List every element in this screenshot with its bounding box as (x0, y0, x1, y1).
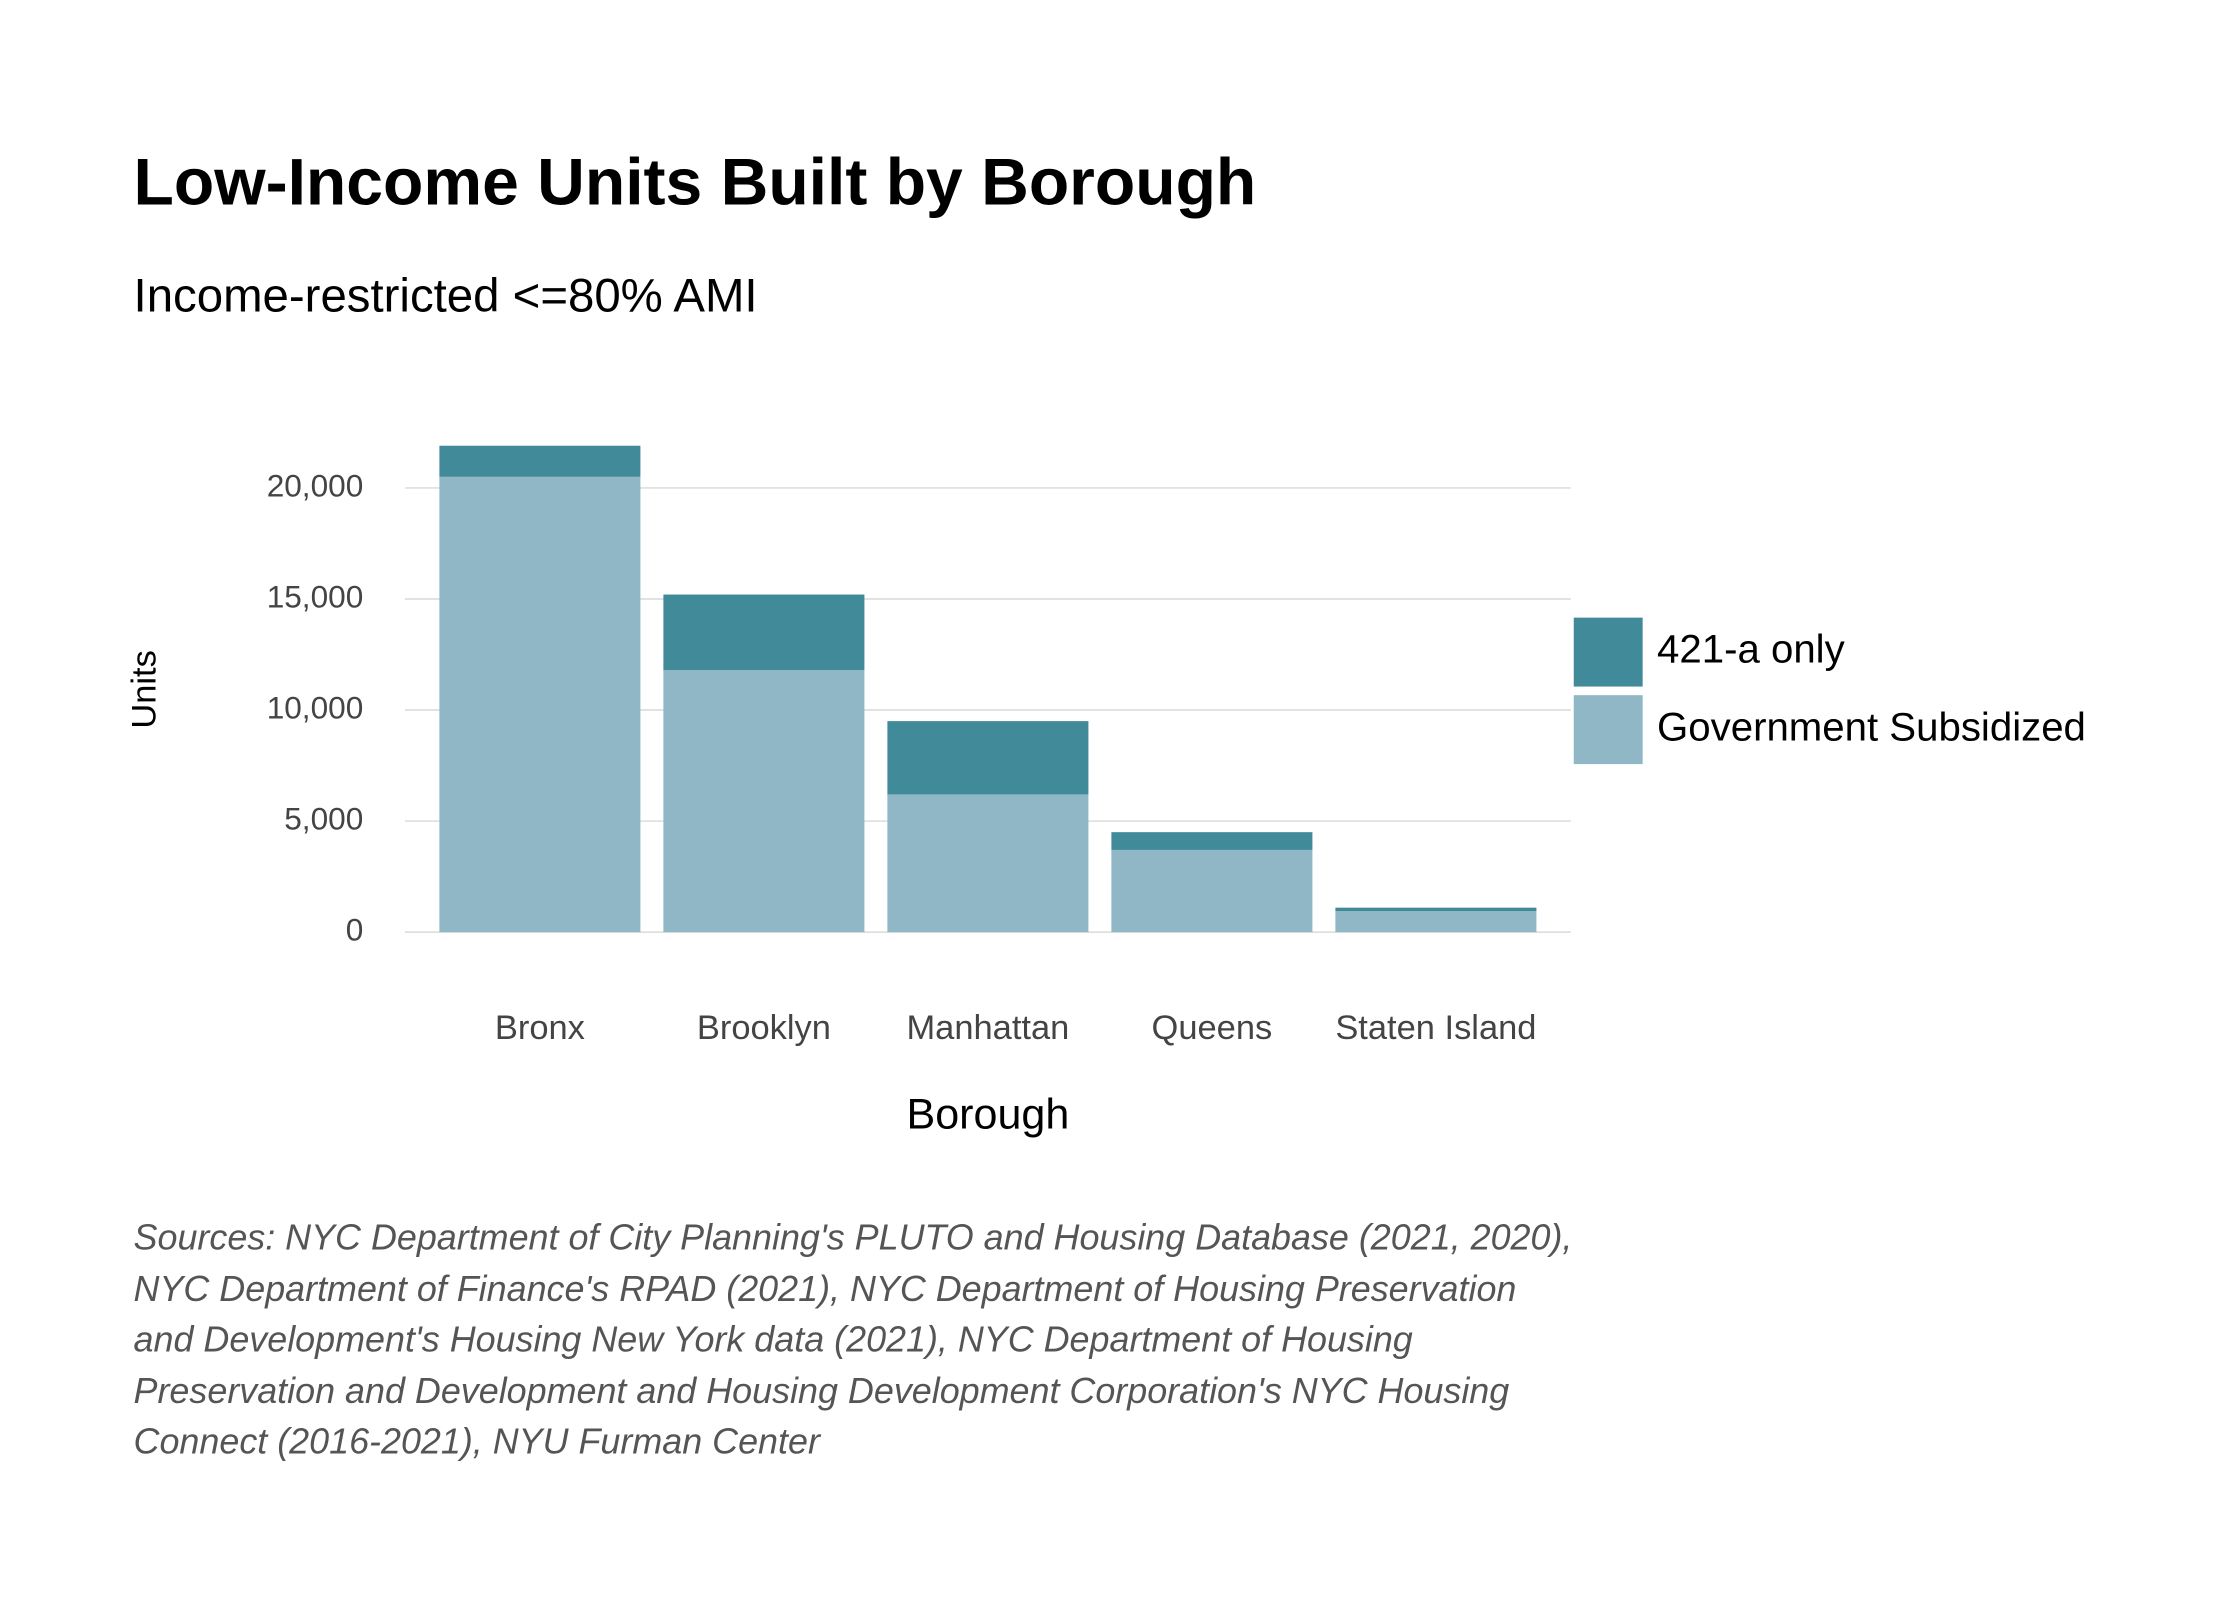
source-note-box: Sources: NYC Department of City Planning… (133, 1217, 1573, 1462)
bar-segment (663, 670, 865, 933)
y-tick-label: 20,000 (267, 467, 364, 503)
source-note: Sources: NYC Department of City Planning… (133, 1217, 1573, 1462)
bar-segment (1111, 832, 1313, 850)
y-tick-label: 0 (346, 911, 364, 947)
x-tick-label: Queens (1152, 1009, 1273, 1047)
bar-segment (439, 445, 641, 477)
x-axis-title: Borough (906, 1091, 1069, 1139)
x-tick-label: Bronx (495, 1009, 585, 1047)
legend-label: 421-a only (1657, 627, 1846, 672)
x-tick-label: Manhattan (906, 1009, 1069, 1047)
x-tick-label: Brooklyn (697, 1009, 831, 1047)
y-axis-title: Units (126, 650, 164, 728)
bar-segment (887, 794, 1089, 933)
legend-swatch (1573, 617, 1643, 687)
bar-segment (1111, 849, 1313, 933)
chart-subtitle: Income-restricted <=80% AMI (134, 269, 758, 322)
y-tick-label: 15,000 (267, 578, 364, 614)
x-tick-label: Staten Island (1335, 1009, 1536, 1047)
legend-swatch (1573, 695, 1643, 765)
bar-segment (1335, 911, 1537, 933)
legend-label: Government Subsidized (1657, 704, 2086, 749)
bar-segment (663, 594, 865, 671)
chart-title: Low-Income Units Built by Borough (134, 144, 1257, 218)
bar-segment (887, 721, 1089, 795)
bar-segment (1335, 907, 1537, 912)
bar-segment (439, 476, 641, 933)
y-tick-label: 5,000 (284, 800, 363, 836)
y-tick-label: 10,000 (267, 689, 364, 725)
